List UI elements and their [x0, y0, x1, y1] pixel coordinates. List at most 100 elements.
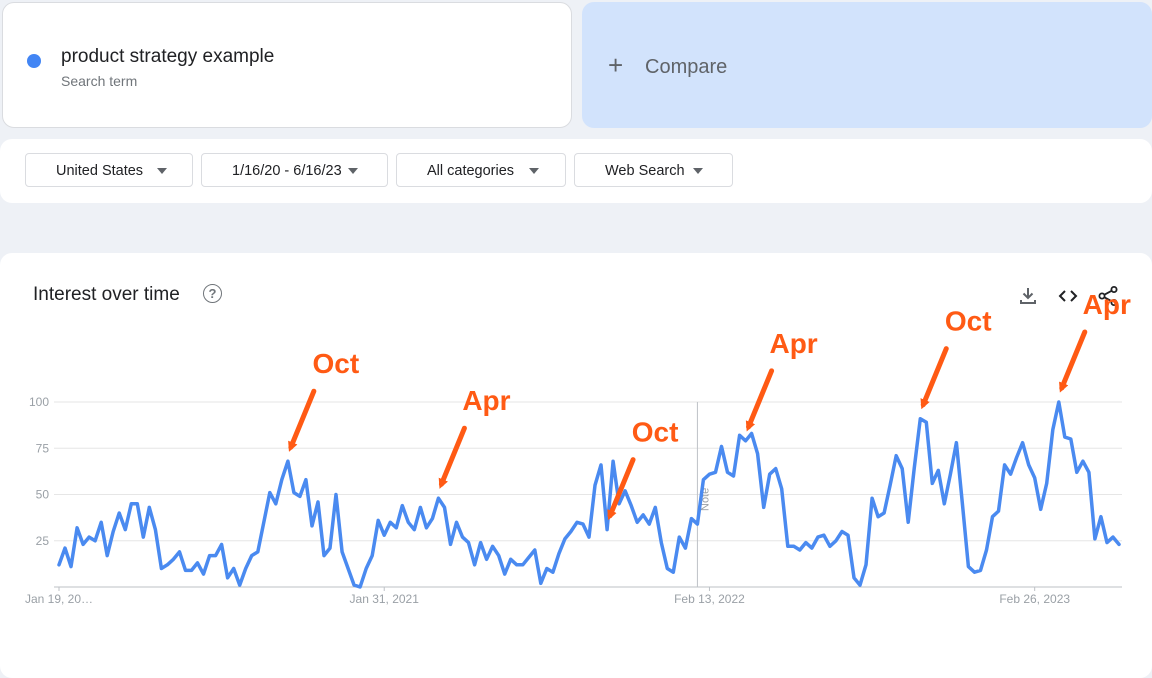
data-point — [508, 556, 514, 562]
data-point — [935, 467, 941, 473]
embed-code-icon[interactable] — [1057, 285, 1079, 307]
data-point — [321, 553, 327, 559]
data-point — [851, 575, 857, 581]
data-point — [725, 469, 731, 475]
data-point — [996, 508, 1002, 514]
data-point — [719, 443, 725, 449]
data-point — [965, 564, 971, 570]
download-icon[interactable] — [1017, 285, 1039, 307]
data-point — [333, 492, 339, 498]
category-dropdown[interactable]: All categories — [396, 153, 566, 187]
compare-button[interactable]: + Compare — [582, 2, 1152, 128]
data-point — [863, 562, 869, 568]
x-tick-label: Feb 13, 2022 — [674, 592, 745, 606]
data-point — [556, 551, 562, 557]
data-point — [833, 538, 839, 544]
data-point — [773, 466, 779, 472]
help-icon[interactable]: ? — [203, 284, 222, 303]
data-point — [706, 471, 712, 477]
annotation-label: Oct — [945, 306, 992, 337]
data-point — [502, 571, 508, 577]
data-point — [947, 471, 953, 477]
data-point — [399, 503, 405, 509]
data-point — [243, 566, 249, 572]
region-dropdown[interactable]: United States — [25, 153, 193, 187]
data-point — [610, 458, 616, 464]
data-point — [152, 527, 158, 533]
annotation-label: Oct — [632, 417, 679, 448]
data-point — [1062, 434, 1068, 440]
data-point — [1002, 462, 1008, 468]
data-point — [231, 566, 237, 572]
data-point — [586, 534, 592, 540]
data-point — [363, 566, 369, 572]
data-point — [351, 582, 357, 588]
data-point — [273, 501, 279, 507]
data-point — [309, 523, 315, 529]
date-range-dropdown[interactable]: 1/16/20 - 6/16/23 — [201, 153, 388, 187]
data-point — [646, 521, 652, 527]
x-tick-label: Jan 31, 2021 — [350, 592, 420, 606]
data-point — [297, 493, 303, 499]
data-point — [1026, 462, 1032, 468]
data-point — [68, 564, 74, 570]
data-point — [574, 519, 580, 525]
data-point — [146, 504, 152, 510]
data-point — [134, 501, 140, 507]
data-point — [827, 543, 833, 549]
plus-icon: + — [608, 50, 624, 80]
data-point — [1050, 427, 1056, 433]
data-point — [676, 534, 682, 540]
data-point — [688, 516, 694, 522]
data-point — [628, 503, 634, 509]
search-term-card[interactable]: product strategy example Search term — [2, 2, 572, 128]
data-point — [80, 541, 86, 547]
data-point — [532, 547, 538, 553]
data-point — [682, 545, 688, 551]
data-point — [285, 458, 291, 464]
data-point — [454, 519, 460, 525]
data-point — [881, 510, 887, 516]
data-point — [544, 566, 550, 572]
data-point — [712, 469, 718, 475]
data-point — [164, 562, 170, 568]
search-term-name[interactable]: product strategy example — [61, 46, 275, 67]
data-point — [749, 430, 755, 436]
data-point — [345, 566, 351, 572]
data-point — [86, 534, 92, 540]
data-point — [110, 529, 116, 535]
data-point — [327, 545, 333, 551]
data-point — [767, 471, 773, 477]
data-point — [592, 482, 598, 488]
data-point — [435, 495, 441, 501]
data-point — [140, 534, 146, 540]
data-point — [634, 519, 640, 525]
data-point — [303, 477, 309, 483]
data-point — [815, 534, 821, 540]
data-point — [405, 519, 411, 525]
data-point — [158, 566, 164, 572]
data-point — [1110, 534, 1116, 540]
search-type-dropdown[interactable]: Web Search — [574, 153, 733, 187]
y-tick-label: 25 — [36, 534, 50, 548]
data-point — [104, 553, 110, 559]
data-point — [423, 525, 429, 531]
data-point — [568, 529, 574, 535]
data-point — [640, 512, 646, 518]
data-point — [1008, 471, 1014, 477]
data-point — [1104, 540, 1110, 546]
interest-over-time-card: Interest over time ? 25 50 75 100 Note Jan 19… — [0, 253, 1152, 678]
data-point — [1092, 536, 1098, 542]
data-point — [984, 547, 990, 553]
data-point — [785, 543, 791, 549]
y-tick-label: 75 — [36, 441, 50, 455]
data-point — [652, 504, 658, 510]
data-point — [496, 553, 502, 559]
data-point — [429, 516, 435, 522]
data-point — [249, 553, 255, 559]
data-point — [1032, 475, 1038, 481]
share-icon[interactable] — [1097, 285, 1119, 307]
data-point — [875, 514, 881, 520]
annotation-label: Apr — [1083, 289, 1131, 320]
